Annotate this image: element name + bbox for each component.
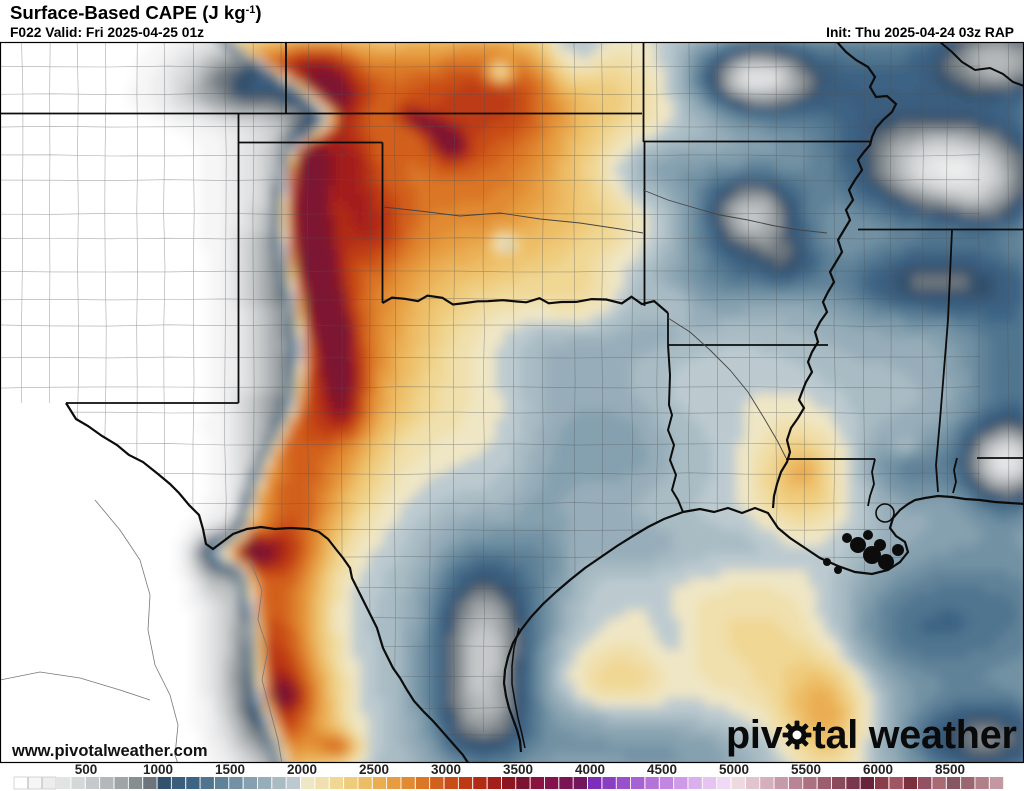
svg-text:2500: 2500 (359, 762, 389, 777)
svg-text:4500: 4500 (647, 762, 677, 777)
svg-text:4000: 4000 (575, 762, 605, 777)
svg-text:3000: 3000 (431, 762, 461, 777)
svg-text:3500: 3500 (503, 762, 533, 777)
svg-text:6000: 6000 (863, 762, 893, 777)
svg-text:5000: 5000 (719, 762, 749, 777)
svg-text:8500: 8500 (935, 762, 965, 777)
svg-text:5500: 5500 (791, 762, 821, 777)
svg-text:1500: 1500 (215, 762, 245, 777)
svg-text:2000: 2000 (287, 762, 317, 777)
svg-text:1000: 1000 (143, 762, 173, 777)
svg-text:500: 500 (75, 762, 98, 777)
